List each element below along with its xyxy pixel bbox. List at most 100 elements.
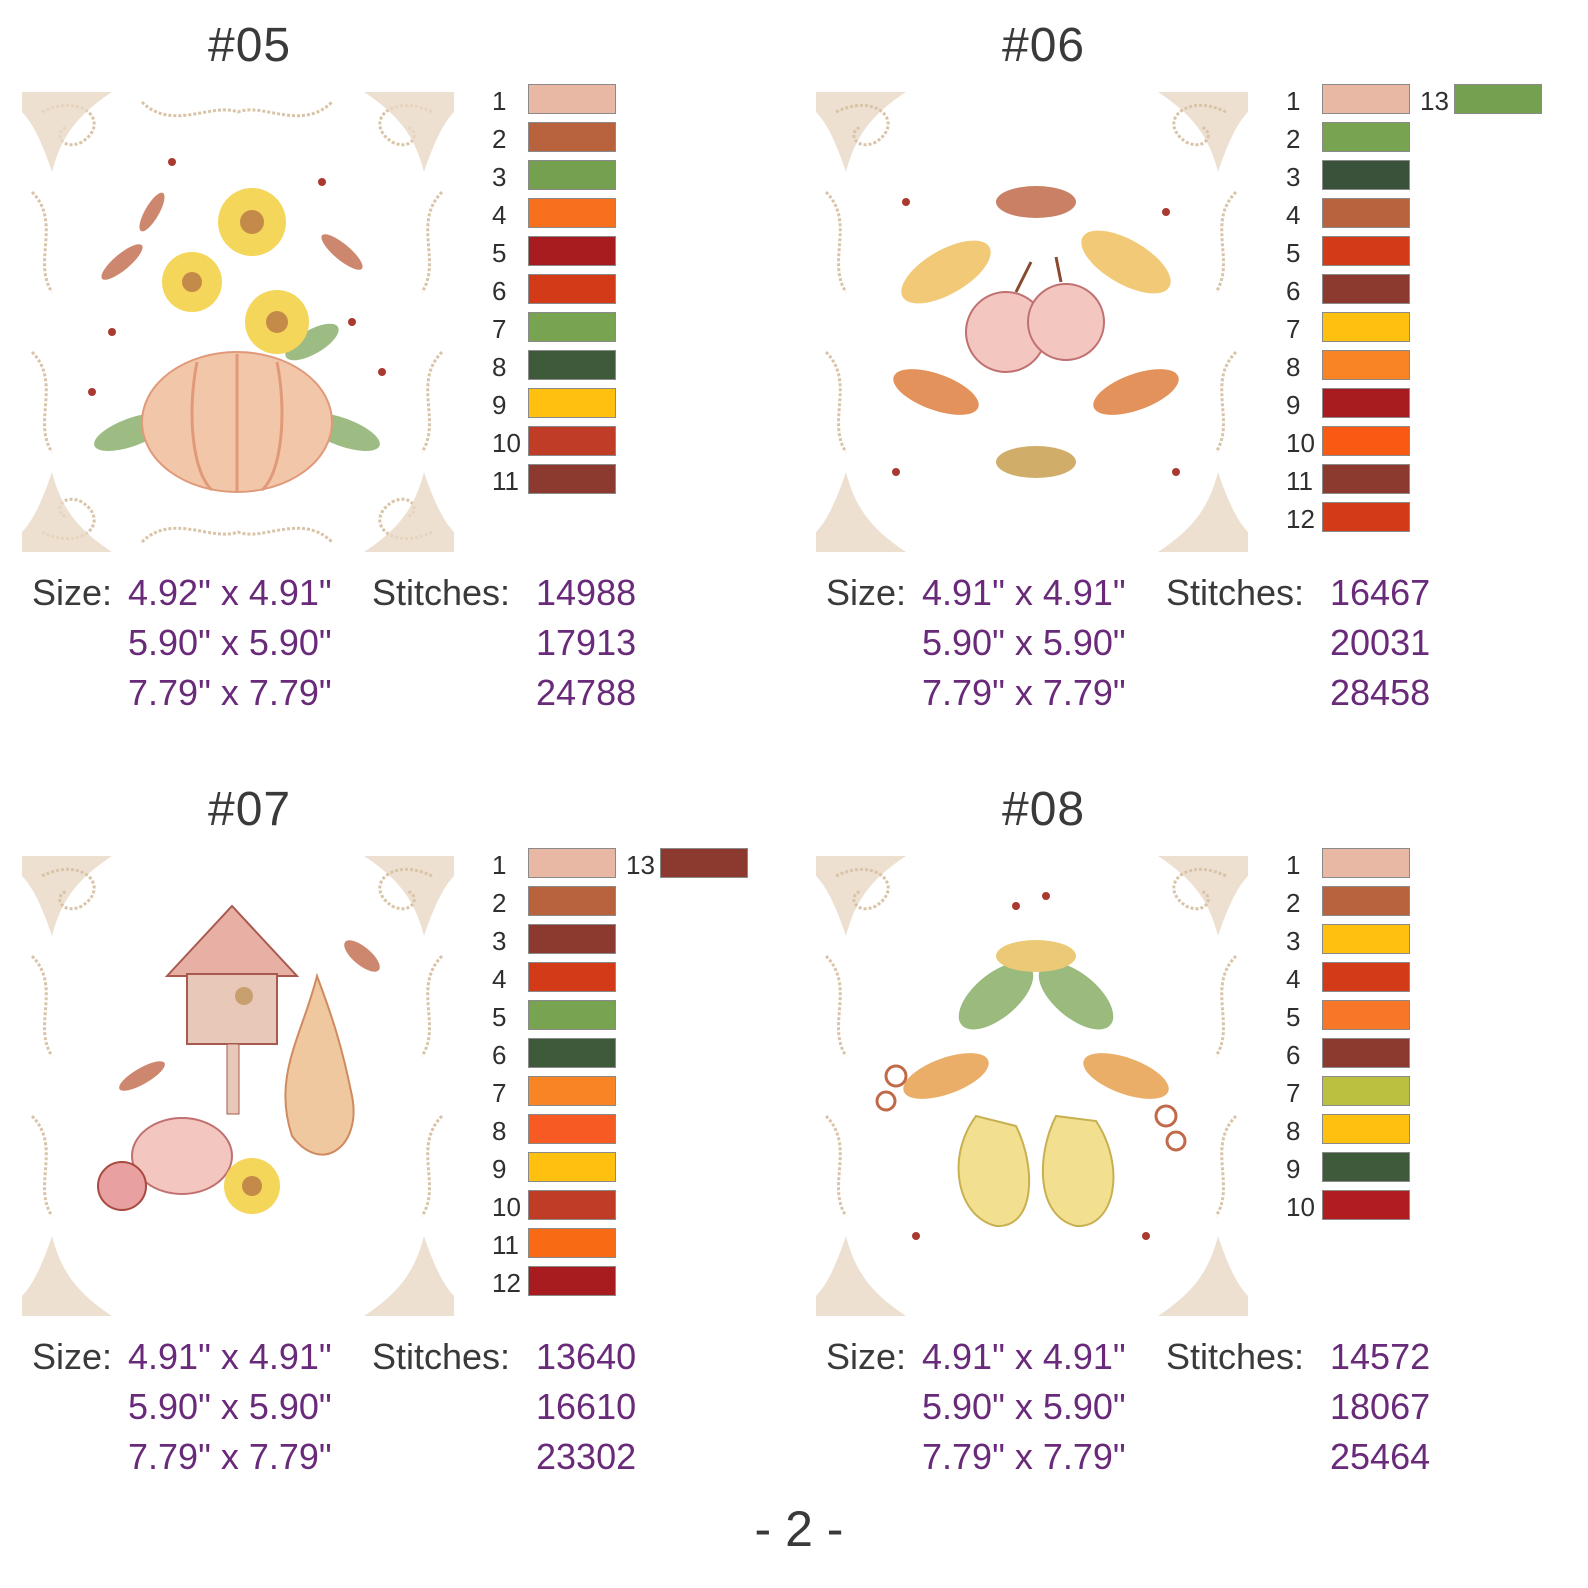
color-swatch (528, 1190, 616, 1220)
color-number: 13 (1420, 86, 1449, 116)
color-swatch (1322, 198, 1410, 228)
size-label: Size: (32, 572, 113, 613)
stitch-count: 20031 (1330, 622, 1431, 663)
stitches-label: Stitches: (1166, 572, 1305, 613)
color-swatch (528, 1114, 616, 1144)
color-number: 1 (492, 86, 507, 116)
design-06: #06 (794, 0, 1584, 760)
stitches-label: Stitches: (1166, 1336, 1305, 1377)
design-08: #08 (794, 764, 1584, 1524)
color-number: 7 (492, 314, 507, 344)
color-swatch (1322, 122, 1410, 152)
color-swatch (1322, 1190, 1410, 1220)
color-number: 13 (626, 850, 655, 880)
size-value: 5.90" x 5.90" (128, 622, 332, 663)
color-number: 5 (492, 238, 507, 268)
embroidery-artwork (816, 92, 1248, 552)
size-value: 4.91" x 4.91" (922, 572, 1126, 613)
color-number: 1 (1286, 86, 1301, 116)
color-swatch (1322, 962, 1410, 992)
color-swatch (528, 350, 616, 380)
stitch-count: 24788 (536, 672, 637, 713)
color-swatch (528, 1076, 616, 1106)
embroidery-artwork (22, 856, 454, 1316)
color-number: 6 (1286, 276, 1301, 306)
color-swatch (1322, 160, 1410, 190)
size-value: 5.90" x 5.90" (128, 1386, 332, 1427)
color-number: 8 (1286, 1116, 1301, 1146)
color-swatch (660, 848, 748, 878)
size-value: 7.79" x 7.79" (128, 1436, 332, 1477)
embroidery-artwork (22, 92, 454, 552)
design-05: #05 (0, 0, 790, 760)
color-number: 7 (1286, 1078, 1301, 1108)
color-swatch (1322, 848, 1410, 878)
color-number: 4 (492, 200, 507, 230)
color-swatch (1322, 1114, 1410, 1144)
design-title: #05 (208, 19, 292, 72)
color-number: 5 (492, 1002, 507, 1032)
color-number: 8 (492, 352, 507, 382)
color-number: 3 (492, 162, 507, 192)
color-number: 12 (1286, 504, 1315, 534)
size-label: Size: (826, 1336, 907, 1377)
color-number: 9 (1286, 390, 1301, 420)
color-swatch (528, 1038, 616, 1068)
color-swatch (1322, 1152, 1410, 1182)
color-swatch (528, 962, 616, 992)
color-swatch (528, 924, 616, 954)
color-number: 3 (1286, 926, 1301, 956)
size-value: 7.79" x 7.79" (922, 672, 1126, 713)
color-number: 5 (1286, 1002, 1301, 1032)
color-swatch (1322, 464, 1410, 494)
stitch-count: 18067 (1330, 1386, 1431, 1427)
color-swatch (1322, 426, 1410, 456)
color-number: 7 (1286, 314, 1301, 344)
color-number: 1 (1286, 850, 1301, 880)
color-swatch (1322, 886, 1410, 916)
color-swatch (1322, 274, 1410, 304)
color-number: 12 (492, 1268, 521, 1298)
color-number: 8 (492, 1116, 507, 1146)
color-number: 4 (1286, 964, 1301, 994)
color-number: 2 (492, 888, 507, 918)
color-swatch (1454, 84, 1542, 114)
embroidery-artwork (816, 856, 1248, 1316)
design-specs: Size: 4.92" x 4.91" 5.90" x 5.90" 7.79" … (32, 572, 732, 732)
pumpkin-sunflower-artwork (22, 92, 454, 552)
color-number: 10 (492, 1192, 521, 1222)
design-07: #07 (0, 764, 790, 1524)
color-swatch (528, 84, 616, 114)
color-number: 8 (1286, 352, 1301, 382)
stitches-label: Stitches: (372, 572, 511, 613)
color-number: 9 (1286, 1154, 1301, 1184)
color-number: 5 (1286, 238, 1301, 268)
stitch-count: 13640 (536, 1336, 637, 1377)
color-swatch (528, 274, 616, 304)
stitch-count: 14988 (536, 572, 637, 613)
stitch-count: 28458 (1330, 672, 1431, 713)
size-value: 7.79" x 7.79" (128, 672, 332, 713)
color-number: 2 (492, 124, 507, 154)
color-swatch (528, 464, 616, 494)
apple-leaves-artwork (816, 92, 1248, 552)
color-swatch (528, 1152, 616, 1182)
pears-leaves-artwork (816, 856, 1248, 1316)
stitch-count: 17913 (536, 622, 637, 663)
stitch-count: 16467 (1330, 572, 1431, 613)
stitches-label: Stitches: (372, 1336, 511, 1377)
color-swatch (528, 236, 616, 266)
color-swatch (528, 198, 616, 228)
color-swatch (528, 1000, 616, 1030)
color-swatch (528, 848, 616, 878)
color-number: 3 (1286, 162, 1301, 192)
color-number: 9 (492, 1154, 507, 1184)
color-swatch (1322, 84, 1410, 114)
color-swatch (1322, 502, 1410, 532)
page-number: - 2 - (754, 1501, 844, 1557)
color-swatch (528, 122, 616, 152)
stitch-count: 25464 (1330, 1436, 1431, 1477)
color-number: 3 (492, 926, 507, 956)
size-label: Size: (826, 572, 907, 613)
size-value: 5.90" x 5.90" (922, 622, 1126, 663)
